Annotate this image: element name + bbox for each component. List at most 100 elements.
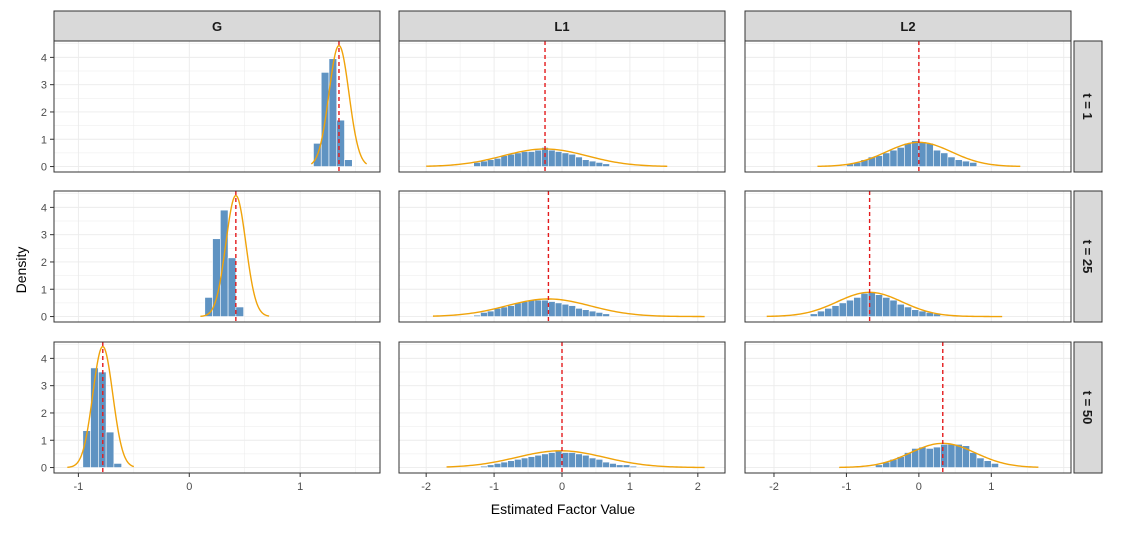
histogram-bar <box>486 310 495 317</box>
panel-l2-row-2 <box>744 190 1072 323</box>
histogram-bar <box>918 310 927 317</box>
histogram-bar <box>527 151 536 167</box>
y-tick-label: 4 <box>41 202 47 214</box>
histogram-bar <box>480 312 488 317</box>
histogram-bar <box>947 444 956 468</box>
y-axis-title: Density <box>13 247 29 294</box>
histogram-bar <box>568 305 576 317</box>
histogram-bar <box>507 305 515 317</box>
row-strip-label: t = 50 <box>1080 391 1095 425</box>
histogram-bar <box>235 306 244 317</box>
x-tick-label: 2 <box>695 481 701 493</box>
column-strip-l2: L2 <box>744 10 1072 42</box>
histogram-bar <box>548 149 556 167</box>
histogram-bar <box>629 465 638 468</box>
histogram-bar <box>480 160 488 167</box>
histogram-bar <box>554 151 563 167</box>
histogram-bar <box>493 463 502 468</box>
histogram-bar <box>575 453 583 468</box>
histogram-bar <box>534 299 542 317</box>
histogram-bar <box>514 302 522 317</box>
histogram-bar <box>933 446 941 468</box>
density-curve <box>839 442 1039 469</box>
histogram-bar <box>896 303 905 317</box>
histogram-bar <box>582 159 590 167</box>
histogram-bar <box>595 459 604 468</box>
panel-border <box>744 190 1072 323</box>
histogram-bar <box>609 463 617 468</box>
histogram-bar <box>514 459 522 468</box>
density-curve <box>766 291 1003 318</box>
histogram-bar <box>568 452 576 468</box>
histogram-bar <box>991 463 999 468</box>
histogram-bar <box>520 457 529 468</box>
x-tick-label: 0 <box>559 481 565 493</box>
histogram-bar <box>227 257 237 317</box>
histogram-bar <box>344 159 353 167</box>
y-tick-label: 0 <box>41 312 47 324</box>
panel-border <box>398 40 726 173</box>
histogram-bar <box>500 461 508 468</box>
x-tick-label: 1 <box>297 481 303 493</box>
histogram-bar <box>875 155 883 167</box>
y-tick-label: 1 <box>41 134 47 146</box>
panel-border <box>53 341 381 474</box>
density-curve <box>432 298 705 318</box>
histogram-bar <box>507 460 515 468</box>
histogram-bar <box>824 308 833 317</box>
histogram-bar <box>500 306 508 317</box>
histogram-bar <box>575 308 583 317</box>
histogram-bar <box>983 460 992 468</box>
column-strip-bg <box>398 10 726 42</box>
histogram-bar <box>541 453 549 468</box>
panel-border <box>744 40 1072 173</box>
histogram-bar <box>925 143 934 167</box>
histogram-bar <box>527 456 536 468</box>
histogram-bar <box>925 448 934 468</box>
histogram-bar <box>976 457 985 468</box>
histogram-bar <box>602 461 610 468</box>
row-strip-bg <box>1073 40 1103 173</box>
histogram-bar <box>561 452 570 468</box>
histogram-bar <box>500 155 508 167</box>
row-strip-2: t = 25 <box>1073 190 1103 323</box>
histogram-bar <box>817 310 825 317</box>
histogram-bar <box>911 140 920 167</box>
panel-border <box>53 40 381 173</box>
panel-g-row-2: 0 1 2 3 4 <box>41 190 381 324</box>
x-tick-label: 0 <box>916 481 922 493</box>
histogram-bar <box>554 450 563 468</box>
panel-g-row-3: 0 1 2 3 4 -1 0 1 <box>41 341 381 493</box>
panel-l2-row-3: -2 -1 0 1 <box>744 341 1072 493</box>
histogram-bar <box>561 152 570 167</box>
row-strip-label: t = 1 <box>1080 93 1095 119</box>
x-tick-label: 1 <box>627 481 633 493</box>
density-curve <box>426 148 668 167</box>
panel-l1-row-3: -2 -1 0 1 2 <box>398 341 726 493</box>
y-tick-label: 0 <box>41 162 47 174</box>
histogram-bar <box>473 314 481 317</box>
histogram-bar <box>493 308 502 317</box>
histogram-bar <box>954 159 963 167</box>
histogram-bar <box>809 313 818 317</box>
histogram-bar <box>860 293 869 317</box>
column-strip-label: G <box>212 19 222 34</box>
histogram-bar <box>575 156 583 167</box>
histogram-bar <box>541 299 549 317</box>
histogram-bar <box>904 143 912 167</box>
histogram-bar <box>520 151 529 167</box>
histogram-bar <box>548 301 556 317</box>
histogram-bar <box>954 444 963 468</box>
panel-l1-row-1 <box>398 40 726 173</box>
histogram-bar <box>336 119 345 167</box>
y-tick-label: 2 <box>41 257 47 269</box>
histogram-bar <box>911 309 920 317</box>
histogram-bar <box>568 153 576 167</box>
x-tick-label: 0 <box>186 481 192 493</box>
histogram-bar <box>595 312 604 317</box>
histogram-bar <box>904 306 912 317</box>
density-curve <box>446 450 705 469</box>
histogram-bar <box>602 313 610 317</box>
